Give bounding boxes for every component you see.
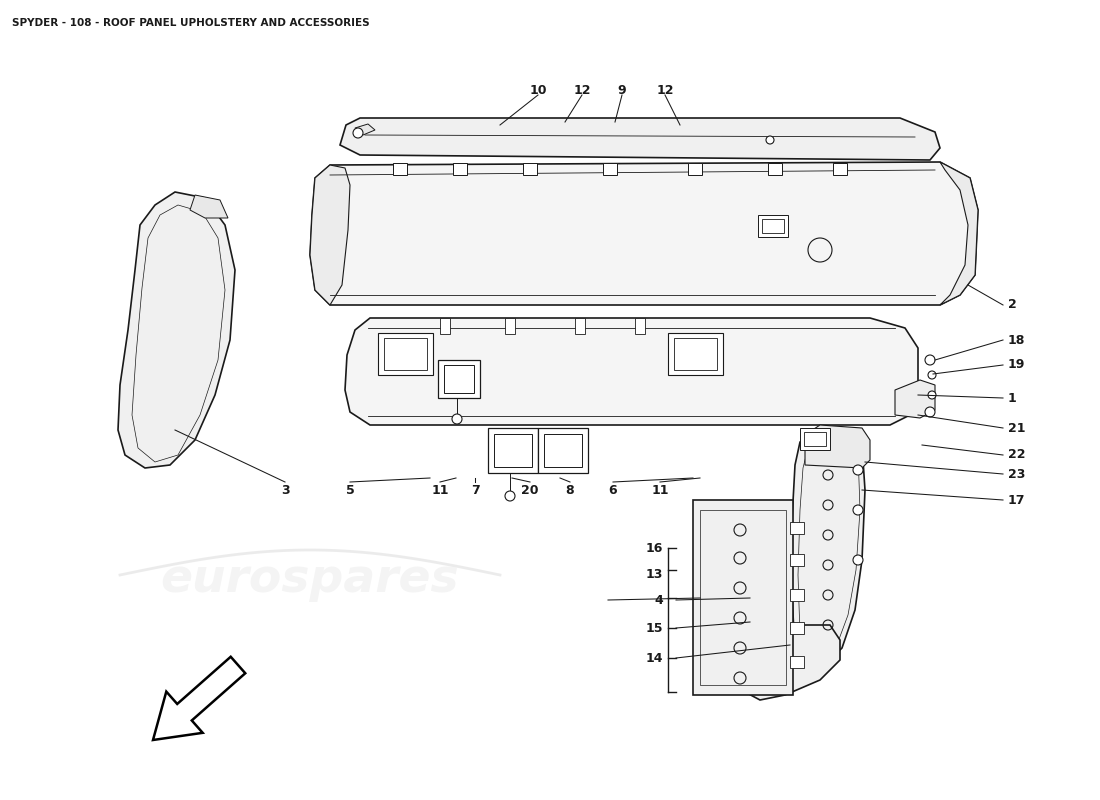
Text: 4: 4 [654, 594, 663, 606]
Bar [668, 333, 723, 375]
Bar [538, 428, 588, 473]
Circle shape [852, 505, 864, 515]
Text: eurospares: eurospares [581, 233, 879, 278]
Bar [790, 522, 804, 534]
Text: 6: 6 [608, 483, 617, 497]
Bar [768, 163, 782, 175]
Text: 22: 22 [1008, 449, 1025, 462]
Text: 8: 8 [565, 483, 574, 497]
Bar [494, 434, 532, 467]
Circle shape [505, 491, 515, 501]
Bar [674, 338, 717, 370]
Bar [790, 656, 804, 668]
Polygon shape [345, 318, 918, 425]
Circle shape [925, 355, 935, 365]
Text: 15: 15 [646, 622, 663, 634]
Bar [393, 163, 407, 175]
Circle shape [766, 136, 774, 144]
Polygon shape [310, 165, 350, 305]
Bar [378, 333, 433, 375]
Text: 12: 12 [657, 83, 673, 97]
Polygon shape [310, 162, 978, 305]
Circle shape [928, 371, 936, 379]
Bar [758, 215, 788, 237]
Bar [833, 163, 847, 175]
Bar [544, 434, 582, 467]
Bar [505, 318, 515, 334]
Text: 11: 11 [651, 483, 669, 497]
Text: 10: 10 [529, 83, 547, 97]
Text: 7: 7 [471, 483, 480, 497]
Bar [800, 428, 830, 450]
Text: 1: 1 [1008, 391, 1016, 405]
Text: 23: 23 [1008, 467, 1025, 481]
Text: 17: 17 [1008, 494, 1025, 506]
Text: 2: 2 [1008, 298, 1016, 311]
Circle shape [928, 391, 936, 399]
Circle shape [925, 407, 935, 417]
Polygon shape [805, 425, 870, 468]
Bar [603, 163, 617, 175]
Bar [688, 163, 702, 175]
Text: eurospares: eurospares [161, 558, 460, 602]
Text: 14: 14 [646, 651, 663, 665]
Text: 9: 9 [618, 83, 626, 97]
Polygon shape [355, 124, 375, 135]
Bar [790, 554, 804, 566]
Polygon shape [895, 380, 935, 418]
Text: 12: 12 [573, 83, 591, 97]
Bar [384, 338, 427, 370]
Bar [762, 219, 784, 233]
Text: 5: 5 [345, 483, 354, 497]
Bar [440, 318, 450, 334]
Polygon shape [792, 432, 865, 665]
Bar [700, 510, 786, 685]
Circle shape [353, 128, 363, 138]
Circle shape [452, 414, 462, 424]
Text: 3: 3 [280, 483, 289, 497]
Circle shape [852, 465, 864, 475]
Text: 13: 13 [646, 569, 663, 582]
Bar [444, 365, 474, 393]
Polygon shape [340, 118, 940, 160]
Bar [453, 163, 468, 175]
Bar [804, 432, 826, 446]
Bar [522, 163, 537, 175]
Text: 18: 18 [1008, 334, 1025, 346]
Bar [635, 318, 645, 334]
Text: 19: 19 [1008, 358, 1025, 371]
Bar [790, 622, 804, 634]
Polygon shape [940, 162, 978, 305]
Circle shape [852, 555, 864, 565]
Text: SPYDER - 108 - ROOF PANEL UPHOLSTERY AND ACCESSORIES: SPYDER - 108 - ROOF PANEL UPHOLSTERY AND… [12, 18, 370, 28]
FancyArrow shape [153, 657, 245, 740]
Text: 20: 20 [521, 483, 539, 497]
Polygon shape [742, 625, 840, 700]
Polygon shape [190, 195, 228, 218]
Bar [790, 589, 804, 601]
Bar [693, 500, 793, 695]
Text: 11: 11 [431, 483, 449, 497]
Bar [575, 318, 585, 334]
Text: 21: 21 [1008, 422, 1025, 434]
Bar [488, 428, 538, 473]
Text: 16: 16 [646, 542, 663, 554]
Polygon shape [118, 192, 235, 468]
Bar [438, 360, 480, 398]
